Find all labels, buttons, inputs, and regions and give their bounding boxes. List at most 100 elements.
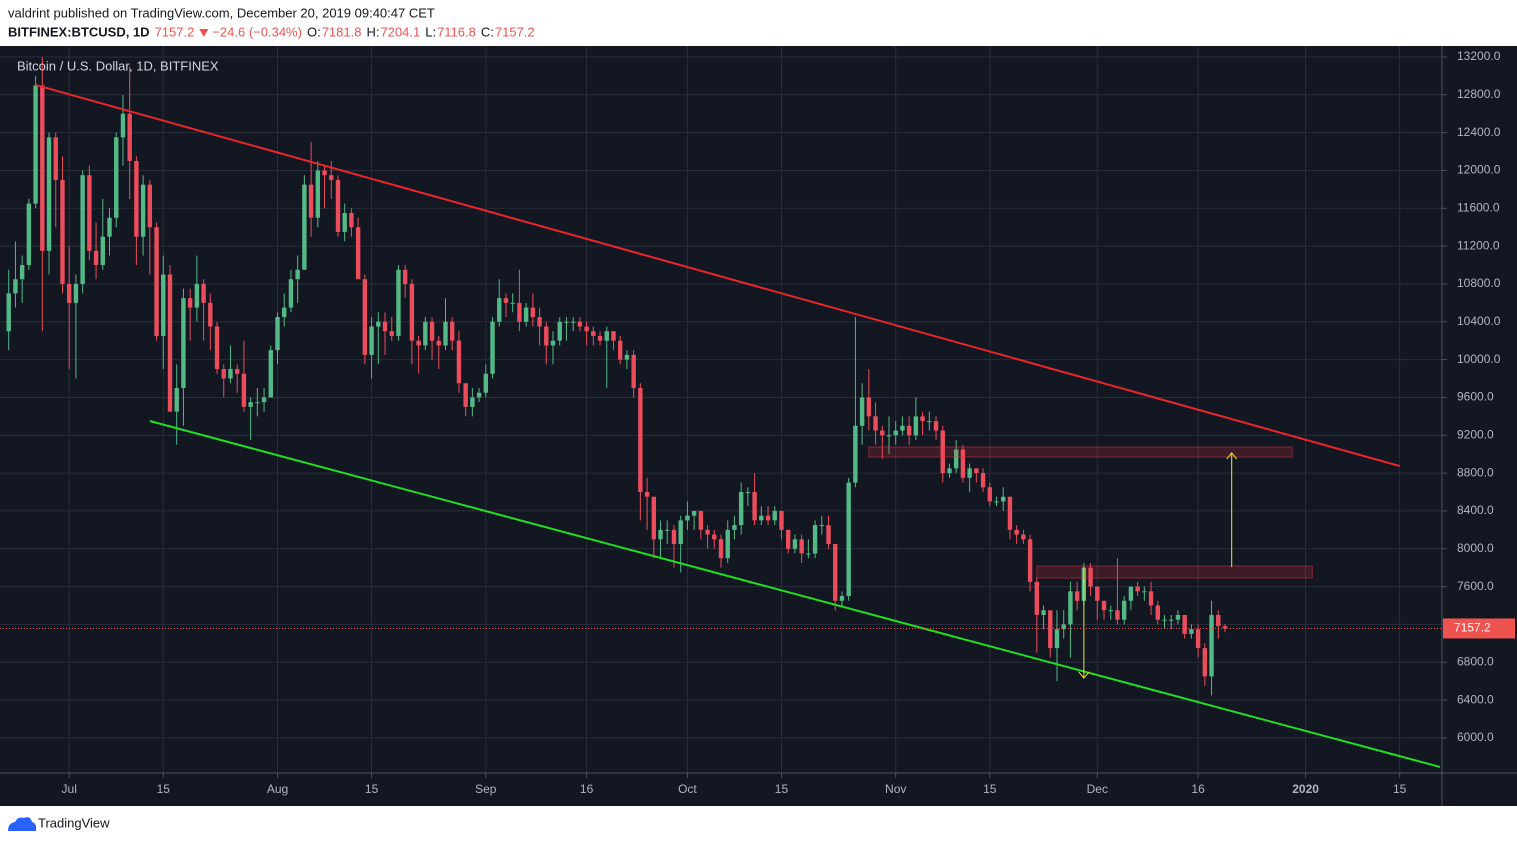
candle-body xyxy=(940,430,945,474)
chart-legend: Bitcoin / U.S. Dollar, 1D, BITFINEX xyxy=(17,58,219,73)
candle-body xyxy=(450,321,455,341)
candle-body xyxy=(833,544,838,601)
candle-body xyxy=(456,340,462,384)
candle-body xyxy=(718,539,724,559)
ohlc-label: L: xyxy=(425,24,436,39)
candle-body xyxy=(167,274,173,412)
last-price-box xyxy=(1443,618,1515,639)
candle-body xyxy=(349,213,354,228)
candle-body xyxy=(221,369,226,379)
chart-background xyxy=(0,46,1517,806)
candle-body xyxy=(187,298,193,308)
candle-body xyxy=(241,373,247,407)
candle-body xyxy=(463,383,468,407)
ohlc-label: O: xyxy=(307,24,321,39)
candle-body xyxy=(490,321,495,374)
candle-body xyxy=(322,170,327,176)
candle-body xyxy=(1155,605,1160,620)
candle-body xyxy=(335,179,341,232)
candle-body xyxy=(1189,629,1194,634)
y-tick-label: 10800.0 xyxy=(1457,276,1501,290)
grid xyxy=(0,46,1442,773)
candle-body xyxy=(107,217,112,237)
candle-body xyxy=(503,298,509,303)
y-tick-label: 9200.0 xyxy=(1457,427,1494,441)
last-price-label: 7157.2 xyxy=(1454,621,1491,635)
candle-body xyxy=(631,354,636,388)
candle-body xyxy=(658,529,663,540)
y-tick-label: 13200.0 xyxy=(1457,49,1501,63)
candle-body xyxy=(402,269,408,284)
candle-body xyxy=(1095,586,1100,601)
footer-logo: TradingView xyxy=(8,815,110,831)
candle-body xyxy=(40,85,45,251)
candle-body xyxy=(1216,614,1221,627)
y-tick-label: 9600.0 xyxy=(1457,390,1494,404)
y-tick-label: 10400.0 xyxy=(1457,314,1501,328)
zone xyxy=(1036,565,1313,579)
candle-body xyxy=(920,416,925,422)
x-tick-label: Dec xyxy=(1087,782,1108,796)
candle-body xyxy=(1014,529,1019,535)
candle-body xyxy=(913,416,919,436)
ohlc-value: 7116.8 xyxy=(437,24,476,39)
y-tick-label: 6400.0 xyxy=(1457,692,1494,706)
candle-body xyxy=(537,317,542,327)
candle-body xyxy=(234,369,240,374)
candle-body xyxy=(752,492,757,521)
candle-body xyxy=(483,373,489,393)
x-tick-label: 16 xyxy=(1191,782,1205,796)
candle-body xyxy=(1068,591,1073,625)
x-tick-label: 15 xyxy=(1393,782,1407,796)
candle-body xyxy=(355,227,361,280)
candle-body xyxy=(873,416,878,431)
candle-body xyxy=(638,387,643,493)
y-tick-label: 8000.0 xyxy=(1457,541,1494,555)
ohlc-label: C: xyxy=(481,24,494,39)
candle-body xyxy=(194,283,200,308)
candle-body xyxy=(725,529,730,559)
candle-body xyxy=(772,510,777,521)
candle-body xyxy=(618,340,623,360)
candle-body xyxy=(678,520,683,545)
candle-body xyxy=(960,449,966,478)
candle-body xyxy=(436,340,441,346)
candle-body xyxy=(1142,591,1147,593)
candle-body xyxy=(33,85,38,204)
candle-body xyxy=(812,525,818,554)
candle-body xyxy=(80,175,85,284)
candle-body xyxy=(66,283,72,303)
candle-body xyxy=(846,482,851,597)
candle-body xyxy=(900,425,905,431)
trendline xyxy=(149,420,1441,768)
ohlc-label: H: xyxy=(366,24,379,39)
candle-body xyxy=(1041,610,1046,615)
candle-body xyxy=(1209,614,1214,677)
candle-body xyxy=(732,525,737,530)
candle-body xyxy=(591,331,596,336)
y-tick-label: 12400.0 xyxy=(1457,125,1501,139)
x-tick-label: 15 xyxy=(983,782,997,796)
byline: valdrint published on TradingView.com, D… xyxy=(8,5,435,20)
candle-body xyxy=(564,321,569,323)
candle-body xyxy=(584,326,589,332)
candle-body xyxy=(651,496,657,540)
candle-body xyxy=(275,317,280,351)
candle-body xyxy=(1195,629,1201,649)
candle-body xyxy=(1202,648,1208,677)
candle-body xyxy=(423,321,428,346)
candle-body xyxy=(443,321,448,346)
candle-body xyxy=(765,515,771,521)
candle-body xyxy=(228,369,233,379)
candle-body xyxy=(1108,610,1113,612)
candle-body xyxy=(1088,567,1093,587)
candle-body xyxy=(880,430,885,436)
candle-body xyxy=(712,534,717,540)
candle-body xyxy=(476,392,482,398)
candle-body xyxy=(376,321,381,327)
candle-body xyxy=(396,269,401,336)
x-tick-label: Jul xyxy=(62,782,77,796)
candle-body xyxy=(1148,591,1154,606)
candle-body xyxy=(1034,581,1040,615)
candle-body xyxy=(369,326,374,355)
